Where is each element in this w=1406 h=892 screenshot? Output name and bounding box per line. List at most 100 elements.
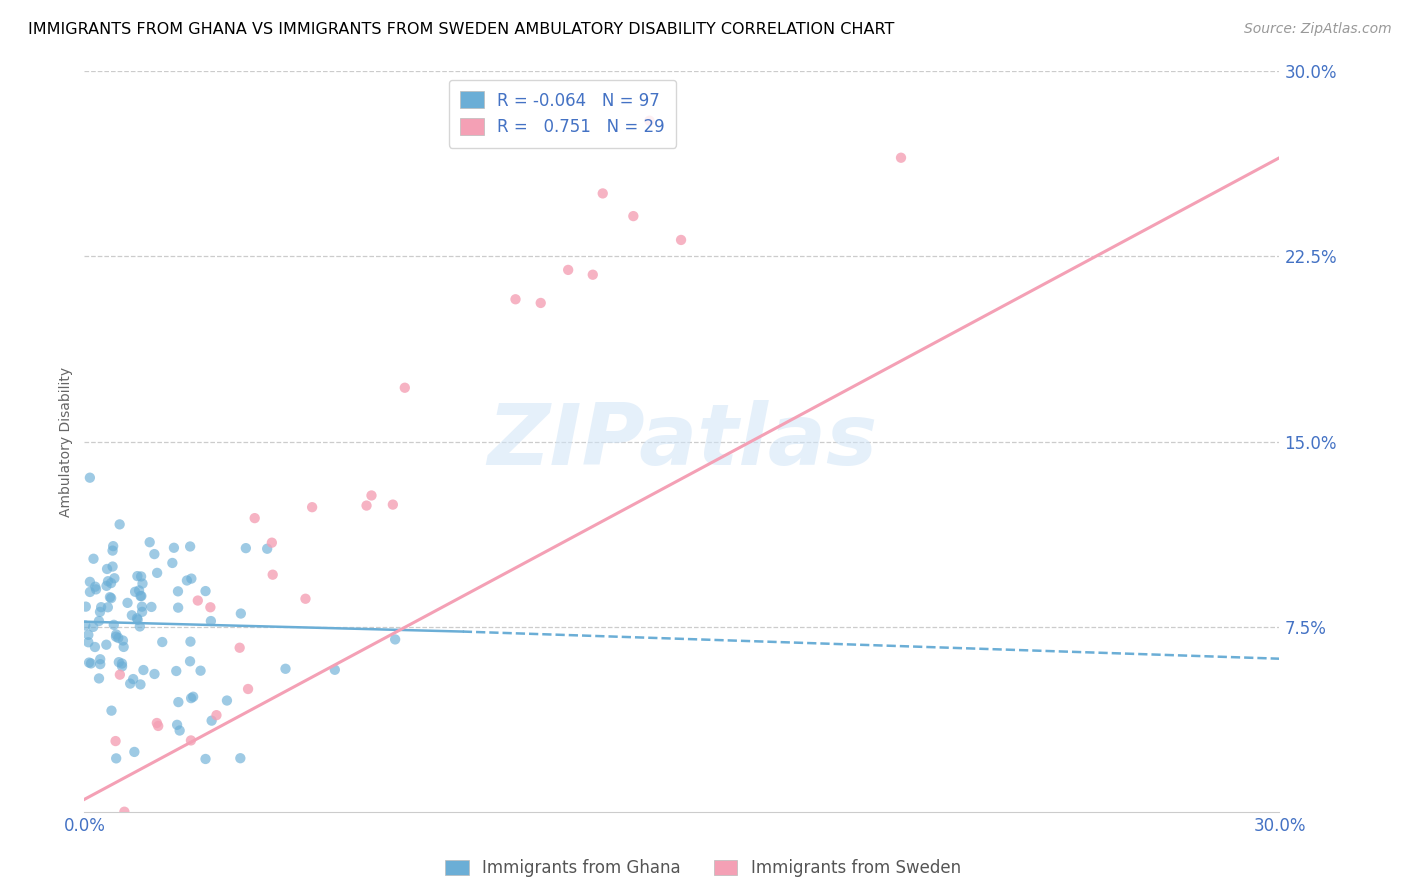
Point xyxy=(165,664,187,678)
Point xyxy=(96,638,118,652)
Point xyxy=(274,662,297,676)
Point xyxy=(200,600,222,615)
Point xyxy=(205,708,228,723)
Point xyxy=(121,608,143,623)
Point xyxy=(79,471,101,485)
Point xyxy=(127,569,149,583)
Point xyxy=(97,600,120,615)
Point xyxy=(557,263,579,277)
Point xyxy=(84,640,107,654)
Point xyxy=(143,547,166,561)
Point xyxy=(112,640,135,654)
Point xyxy=(592,186,614,201)
Point xyxy=(256,541,278,556)
Point xyxy=(101,543,124,558)
Point xyxy=(179,540,201,554)
Text: Source: ZipAtlas.com: Source: ZipAtlas.com xyxy=(1244,22,1392,37)
Point xyxy=(112,805,135,819)
Point xyxy=(228,640,250,655)
Point xyxy=(179,634,201,648)
Point xyxy=(181,690,204,704)
Point xyxy=(117,596,139,610)
Point xyxy=(262,567,284,582)
Point xyxy=(381,498,404,512)
Point xyxy=(179,654,201,668)
Point xyxy=(146,716,169,731)
Point xyxy=(124,584,146,599)
Point xyxy=(100,591,122,606)
Point xyxy=(236,681,259,696)
Point xyxy=(131,599,153,614)
Point xyxy=(89,605,111,619)
Point xyxy=(394,381,416,395)
Point xyxy=(669,233,692,247)
Point xyxy=(97,574,120,589)
Point xyxy=(128,619,150,633)
Point xyxy=(96,579,118,593)
Point xyxy=(100,704,122,718)
Point xyxy=(384,632,406,647)
Point xyxy=(105,630,128,644)
Point xyxy=(621,209,644,223)
Point xyxy=(124,745,146,759)
Point xyxy=(105,627,128,641)
Point xyxy=(108,667,131,681)
Point xyxy=(82,551,104,566)
Point xyxy=(360,488,382,502)
Point xyxy=(131,576,153,591)
Point xyxy=(180,691,202,706)
Point xyxy=(148,719,170,733)
Point xyxy=(103,571,125,585)
Point xyxy=(101,539,124,553)
Point xyxy=(150,635,173,649)
Point xyxy=(111,633,134,648)
Point xyxy=(200,614,222,628)
Point xyxy=(87,672,110,686)
Point xyxy=(107,631,129,645)
Point xyxy=(890,151,912,165)
Point xyxy=(323,663,346,677)
Text: ZIPatlas: ZIPatlas xyxy=(486,400,877,483)
Point xyxy=(100,576,122,591)
Point xyxy=(82,620,104,634)
Point xyxy=(79,574,101,589)
Point xyxy=(105,751,128,765)
Point xyxy=(90,600,112,615)
Legend: Immigrants from Ghana, Immigrants from Sweden: Immigrants from Ghana, Immigrants from S… xyxy=(439,853,967,884)
Point xyxy=(104,734,127,748)
Point xyxy=(582,268,605,282)
Point xyxy=(530,296,553,310)
Point xyxy=(215,693,238,707)
Point xyxy=(187,593,209,607)
Point xyxy=(166,718,188,732)
Point xyxy=(229,607,252,621)
Point xyxy=(84,582,107,597)
Point xyxy=(167,584,190,599)
Point xyxy=(132,663,155,677)
Point xyxy=(180,733,202,747)
Point xyxy=(127,613,149,627)
Legend: R = -0.064   N = 97, R =   0.751   N = 29: R = -0.064 N = 97, R = 0.751 N = 29 xyxy=(449,79,676,148)
Point xyxy=(111,659,134,673)
Point xyxy=(89,652,111,666)
Point xyxy=(108,517,131,532)
Y-axis label: Ambulatory Disability: Ambulatory Disability xyxy=(59,367,73,516)
Point xyxy=(638,113,661,128)
Point xyxy=(131,589,153,603)
Point xyxy=(79,585,101,599)
Point xyxy=(294,591,316,606)
Point xyxy=(138,535,160,549)
Point xyxy=(89,657,111,672)
Point xyxy=(194,584,217,599)
Point xyxy=(190,664,212,678)
Point xyxy=(162,556,184,570)
Point xyxy=(125,611,148,625)
Point xyxy=(75,599,97,614)
Point xyxy=(96,562,118,576)
Point xyxy=(77,635,100,649)
Point xyxy=(176,574,198,588)
Point xyxy=(143,667,166,681)
Point xyxy=(301,500,323,515)
Point xyxy=(101,559,124,574)
Point xyxy=(108,655,131,669)
